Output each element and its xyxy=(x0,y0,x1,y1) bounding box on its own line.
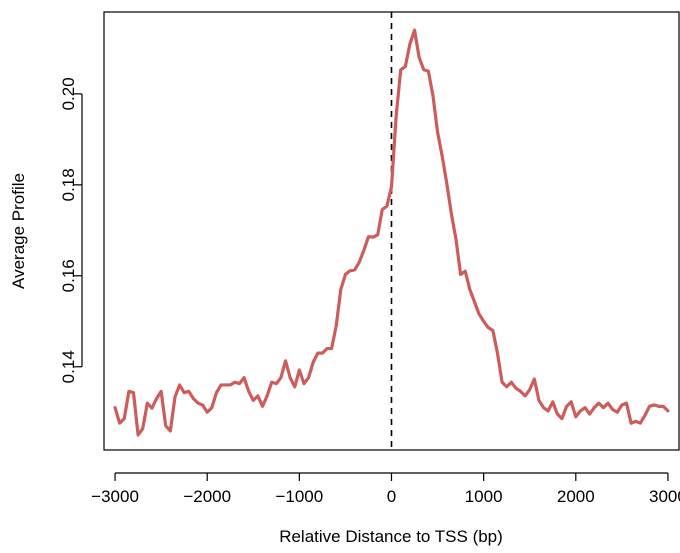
x-tick-label: −3000 xyxy=(91,487,139,506)
plot-area-frame xyxy=(104,12,679,450)
y-axis: 0.14 0.16 0.18 0.20 xyxy=(59,77,82,383)
x-tick-label: 3000 xyxy=(649,487,680,506)
y-tick-label: 0.18 xyxy=(59,168,78,201)
x-tick-label: −1000 xyxy=(275,487,323,506)
y-tick-label: 0.16 xyxy=(59,259,78,292)
x-axis: −3000 −2000 −1000 0 1000 2000 3000 xyxy=(91,473,680,506)
y-tick-label: 0.20 xyxy=(59,77,78,110)
x-tick-label: 1000 xyxy=(465,487,503,506)
x-axis-title: Relative Distance to TSS (bp) xyxy=(279,527,503,546)
x-tick-label: 0 xyxy=(387,487,396,506)
y-tick-label: 0.14 xyxy=(59,350,78,383)
x-tick-label: −2000 xyxy=(183,487,231,506)
x-tick-label: 2000 xyxy=(557,487,595,506)
y-axis-title: Average Profile xyxy=(9,173,28,289)
